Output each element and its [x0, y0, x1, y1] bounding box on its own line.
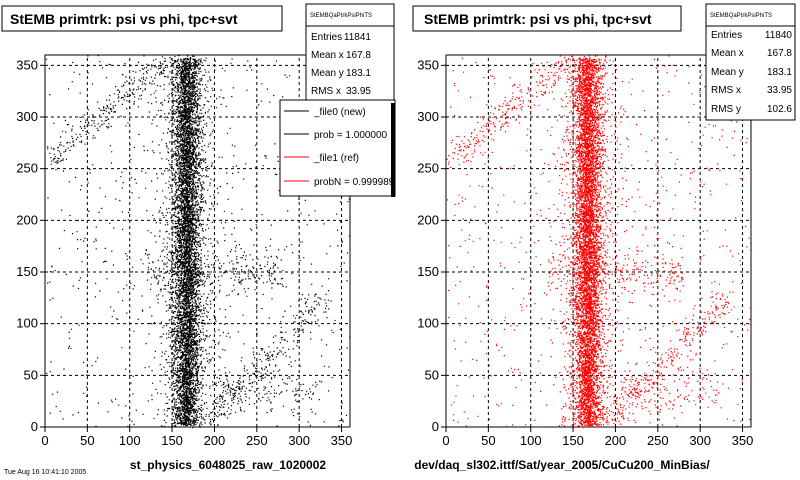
left-chart-title: StEMB primtrk: psi vs phi, tpc+svt [10, 11, 238, 27]
right-x-tick-label: 50 [481, 433, 495, 448]
right-stat-label: RMS y [711, 104, 741, 115]
left-scatter-point-cloud [45, 55, 351, 429]
legend-entry: prob = 1.000000 [284, 130, 388, 141]
left-grid [45, 55, 350, 427]
left-stat-label: RMS x [311, 86, 341, 97]
right-stat-value: 102.6 [767, 104, 792, 115]
right-axis-ticks: 0 50 100 150 200 250 300 350 0 50 100 150 200 250 300 3… [417, 57, 753, 448]
right-stat-value: 167.8 [767, 48, 792, 59]
right-y-tick-label: 300 [417, 109, 439, 124]
legend-entry: probN = 0.999989 [284, 177, 395, 188]
left-x-tick-label: 250 [246, 433, 268, 448]
right-x-tick-label: 300 [689, 433, 711, 448]
right-y-tick-label: 0 [432, 419, 439, 434]
right-x-tick-label: 0 [442, 433, 449, 448]
left-y-tick-label: 350 [16, 57, 38, 72]
left-x-axis-label: st_physics_6048025_raw_1020002 [130, 458, 326, 472]
right-x-tick-label: 150 [562, 433, 584, 448]
legend-box: _file0 (new) prob = 1.000000 _file1 (ref… [279, 99, 396, 197]
right-stat-label: Entries [711, 30, 742, 41]
right-x-tick-label: 100 [520, 433, 542, 448]
right-plot-frame [445, 54, 752, 428]
right-x-tick-label: 350 [732, 433, 754, 448]
left-y-tick-label: 150 [16, 264, 38, 279]
left-x-tick-label: 50 [80, 433, 94, 448]
left-y-tick-label: 50 [24, 367, 38, 382]
right-stats-name: StEMBQaPtrkPsiPhiTS [710, 13, 772, 19]
right-y-tick-label: 100 [417, 316, 439, 331]
left-title-box [1, 5, 283, 32]
left-scatter-points [45, 55, 351, 429]
left-y-tick-label: 250 [16, 161, 38, 176]
left-y-tick-label: 100 [16, 316, 38, 331]
left-x-tick-label: 350 [331, 433, 353, 448]
legend-entry: _file1 (ref) [284, 153, 359, 164]
left-axis-ticks: 0 50 100 150 200 250 300 350 0 50 100 150 200 250 300 3… [16, 57, 352, 448]
left-x-tick-label: 200 [204, 433, 226, 448]
left-x-tick-label: 0 [41, 433, 48, 448]
left-stat-label: Mean y [311, 68, 344, 79]
right-x-tick-label: 250 [647, 433, 669, 448]
right-chart-title: StEMB primtrk: psi vs phi, tpc+svt [424, 11, 652, 27]
left-y-tick-label: 300 [16, 109, 38, 124]
right-y-tick-label: 150 [417, 264, 439, 279]
right-y-tick-label: 50 [425, 367, 439, 382]
left-stats-box: StEMBQaPtrkPsiPhiTS Entries 11841 Mean x… [305, 3, 395, 102]
left-y-tick-label: 0 [31, 419, 38, 434]
right-panel: StEMB primtrk: psi vs phi, tpc+svt 0 50 10… [412, 3, 796, 472]
right-stat-value: 33.95 [767, 85, 792, 96]
timestamp-footnote: Tue Aug 16 10:41:10 2005 [4, 469, 86, 476]
legend-label: _file0 (new) [313, 107, 366, 118]
right-y-tick-label: 250 [417, 161, 439, 176]
right-x-tick-label: 200 [605, 433, 627, 448]
legend-label: prob = 1.000000 [314, 130, 388, 141]
right-x-axis-label: dev/daq_sl302.ittf/Sat/year_2005/CuCu200… [414, 458, 710, 472]
left-x-tick-label: 300 [288, 433, 310, 448]
right-stat-label: Mean x [711, 48, 744, 59]
left-stats-name: StEMBQaPtrkPsiPhiTS [310, 13, 372, 19]
right-stats-box: StEMBQaPtrkPsiPhiTS Entries 11840 Mean x… [705, 3, 796, 121]
left-x-tick-label: 100 [119, 433, 141, 448]
right-stat-value: 11840 [765, 30, 793, 41]
right-y-tick-label: 350 [417, 57, 439, 72]
right-stat-label: Mean y [711, 67, 744, 78]
legend-entry: _file0 (new) [284, 107, 366, 118]
left-stat-value: 33.95 [346, 86, 371, 97]
right-title-box [412, 5, 682, 32]
left-panel: StEMB primtrk: psi vs phi, tpc+svt 0 50 10… [1, 3, 396, 476]
left-stat-label: Mean x [311, 50, 344, 61]
left-stat-value: 167.8 [346, 50, 371, 61]
right-y-tick-label: 200 [417, 212, 439, 227]
left-stat-label: Entries [311, 32, 342, 43]
legend-label: probN = 0.999989 [314, 177, 395, 188]
left-stat-value: 183.1 [346, 68, 371, 79]
left-stat-value: 11841 [344, 32, 372, 43]
right-stat-label: RMS x [711, 85, 741, 96]
left-y-tick-label: 200 [16, 212, 38, 227]
legend-label: _file1 (ref) [313, 153, 359, 164]
left-x-tick-label: 150 [161, 433, 183, 448]
right-stat-value: 183.1 [767, 67, 792, 78]
